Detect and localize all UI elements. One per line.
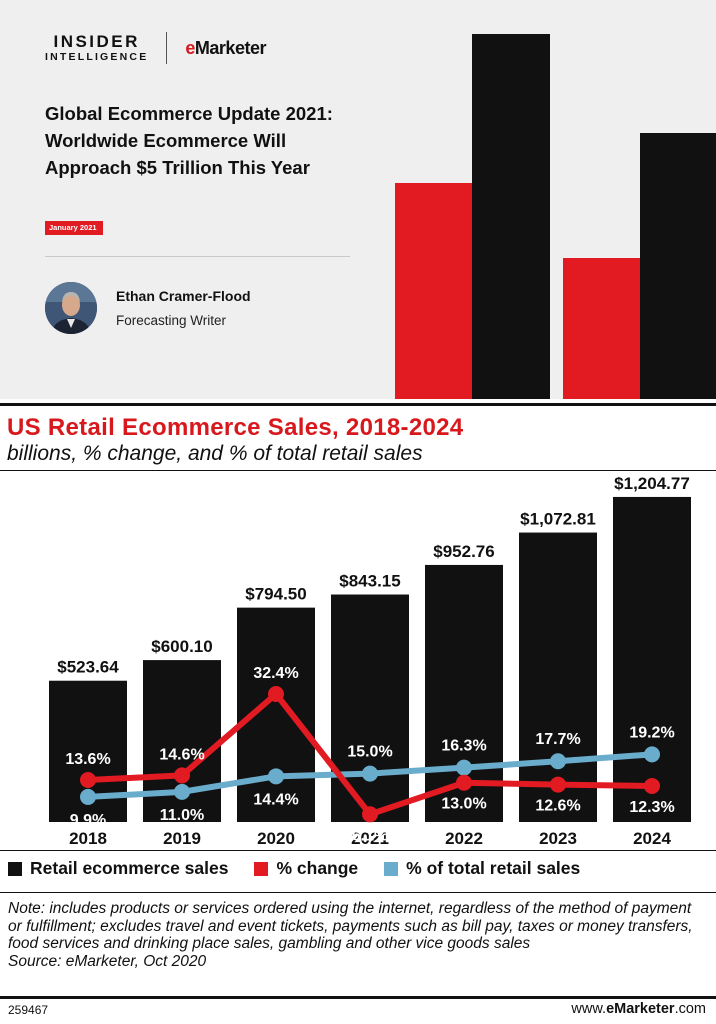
change-point-2020 <box>268 686 284 702</box>
footer-brand-name: eMarketer <box>606 1001 675 1017</box>
x-tick-label-2020: 2020 <box>257 829 295 848</box>
author-avatar <box>45 282 97 334</box>
report-cover: INSIDER INTELLIGENCE eMarketer Global Ec… <box>0 0 716 399</box>
bar-value-label-2022: $952.76 <box>433 542 494 561</box>
chart-title: US Retail Ecommerce Sales, 2018-2024 <box>7 414 464 441</box>
footer-suffix: .com <box>674 1001 706 1017</box>
bar-value-label-2019: $600.10 <box>151 637 212 656</box>
share-label-2019: 11.0% <box>160 807 204 824</box>
share-point-2023 <box>550 753 566 770</box>
bar-2024 <box>613 496 691 822</box>
share-label-2024: 19.2% <box>629 724 674 741</box>
author-name: Ethan Cramer-Flood <box>116 288 251 304</box>
brand-line-1: INSIDER <box>53 31 140 51</box>
author-role: Forecasting Writer <box>116 313 227 328</box>
decorative-red-bar-1 <box>395 183 472 399</box>
change-label-2018: 13.6% <box>65 751 110 768</box>
legend-swatch-sales <box>8 861 22 876</box>
legend-label-share: % of total retail sales <box>406 858 581 878</box>
share-label-2023: 17.7% <box>535 731 580 748</box>
change-point-2018 <box>80 772 96 788</box>
share-point-2024 <box>644 746 660 763</box>
x-tick-label-2021: 2021 <box>351 829 389 848</box>
brand-line-2: INTELLIGENCE <box>45 50 149 63</box>
share-point-2022 <box>456 759 472 776</box>
decorative-black-bar-1 <box>472 34 550 399</box>
footer-rule <box>0 996 716 999</box>
source-text: Source: eMarketer, Oct 2020 <box>8 952 207 970</box>
insider-intelligence-logo: INSIDER INTELLIGENCE <box>45 31 149 64</box>
change-point-2023 <box>550 776 566 793</box>
footer-brand: www.eMarketer.com <box>571 1001 706 1017</box>
bar-2023 <box>519 532 597 822</box>
note-text: Note: includes products or services orde… <box>8 900 693 952</box>
x-tick-label-2022: 2022 <box>445 829 483 848</box>
share-label-2020: 14.4% <box>253 791 298 808</box>
chart-header-rule <box>0 470 716 471</box>
chart-top-rule <box>0 403 716 406</box>
share-label-2021: 15.0% <box>347 744 392 761</box>
bar-value-label-2024: $1,204.77 <box>614 474 690 493</box>
legend-item-change: % change <box>254 858 358 879</box>
change-label-2019: 14.6% <box>159 746 204 763</box>
emarketer-logo: eMarketer <box>185 38 266 59</box>
share-point-2018 <box>80 788 96 805</box>
legend-label-change: % change <box>276 858 359 878</box>
chart-note: Note: includes products or services orde… <box>8 900 708 970</box>
bar-value-label-2018: $523.64 <box>57 658 119 677</box>
date-badge: January 2021 <box>45 221 103 235</box>
sales-chart: $523.64 $600.10 $794.50 $843.15 $952.76 $1,07… <box>49 474 691 848</box>
legend-swatch-share <box>384 861 399 876</box>
footer-prefix: www. <box>571 1001 607 1017</box>
legend-top-rule <box>0 850 716 851</box>
share-label-2018: 9.9% <box>70 812 106 829</box>
decorative-black-bar-2 <box>640 133 716 399</box>
change-label-2020: 32.4% <box>253 665 298 682</box>
change-point-2022 <box>456 774 472 791</box>
legend-item-sales: Retail ecommerce sales <box>8 858 228 879</box>
bar-value-label-2023: $1,072.81 <box>520 510 596 529</box>
bar-2021 <box>331 594 409 822</box>
bar-value-label-2020: $794.50 <box>245 585 306 604</box>
chart-subtitle: billions, % change, and % of total retai… <box>7 442 423 465</box>
change-point-2019 <box>174 767 190 784</box>
share-point-2021 <box>362 765 378 782</box>
cover-divider <box>45 256 350 257</box>
change-point-2021 <box>362 806 378 823</box>
brand-divider <box>166 32 168 64</box>
x-tick-label-2024: 2024 <box>633 829 671 848</box>
x-tick-label-2019: 2019 <box>163 829 201 848</box>
legend-label-sales: Retail ecommerce sales <box>30 858 229 878</box>
chart-legend: Retail ecommerce sales % change % of tot… <box>8 858 606 879</box>
x-tick-label-2023: 2023 <box>539 829 577 848</box>
legend-item-share: % of total retail sales <box>384 858 580 879</box>
note-top-rule <box>0 892 716 893</box>
chart-id: 259467 <box>8 1003 49 1017</box>
decorative-red-bar-2 <box>563 258 640 399</box>
change-label-2021: 6.1% <box>352 827 388 844</box>
change-label-2022: 13.0% <box>441 796 486 813</box>
report-title: Global Ecommerce Update 2021: Worldwide … <box>45 103 333 178</box>
share-point-2019 <box>174 783 190 800</box>
emarketer-logo-word: Marketer <box>194 37 267 58</box>
change-label-2023: 12.6% <box>535 798 580 815</box>
share-point-2020 <box>268 768 284 785</box>
brand-header: INSIDER INTELLIGENCE eMarketer <box>45 32 266 64</box>
legend-swatch-change <box>254 861 269 876</box>
emarketer-logo-e: e <box>185 37 195 58</box>
change-point-2024 <box>644 777 660 794</box>
bar-value-label-2021: $843.15 <box>339 572 400 591</box>
x-tick-label-2018: 2018 <box>69 829 107 848</box>
change-label-2024: 12.3% <box>629 799 674 816</box>
share-label-2022: 16.3% <box>441 738 486 755</box>
